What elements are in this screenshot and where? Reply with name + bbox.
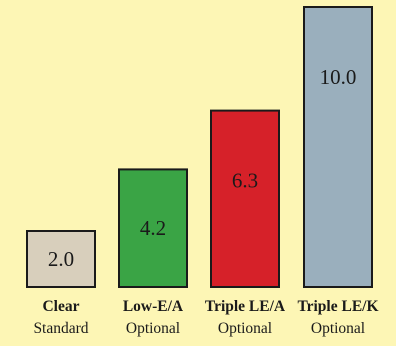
bar-triple-le-k [303,6,373,288]
category-label-triple-le-k: Triple LE/K [297,298,378,315]
bar-low-e-a [118,168,188,288]
category-label-low-e-a: Low-E/A [123,298,184,315]
subcategory-label-triple-le-a: Optional [218,320,272,337]
category-label-clear: Clear [42,298,79,315]
bar-triple-le-a [210,109,280,288]
bar-value-label-clear: 2.0 [48,247,74,271]
subcategory-label-clear: Standard [33,320,88,337]
bar-value-label-low-e-a: 4.2 [140,216,166,240]
bar-value-label-triple-le-k: 10.0 [320,65,357,89]
subcategory-label-triple-le-k: Optional [311,320,365,337]
bar-value-label-triple-le-a: 6.3 [232,169,258,193]
category-label-triple-le-a: Triple LE/A [205,298,286,315]
subcategory-label-low-e-a: Optional [126,320,180,337]
bar-clear [26,230,96,288]
